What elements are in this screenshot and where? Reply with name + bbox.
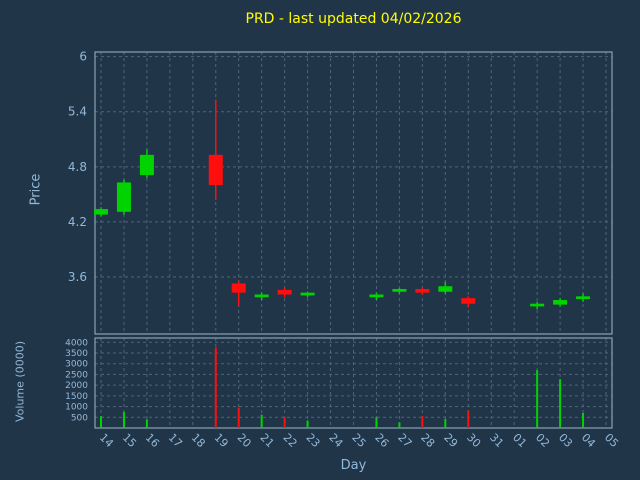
svg-text:24: 24 (326, 431, 345, 450)
candle-02 (530, 301, 545, 310)
svg-text:05: 05 (602, 431, 621, 450)
svg-text:02: 02 (533, 431, 552, 450)
volume-bars (100, 347, 585, 428)
volume-plot-border (94, 337, 613, 429)
svg-text:20: 20 (235, 431, 254, 450)
candle-21 (254, 292, 269, 301)
svg-text:2500: 2500 (65, 370, 88, 380)
svg-text:5.4: 5.4 (68, 105, 87, 119)
svg-text:4000: 4000 (65, 338, 88, 348)
svg-text:18: 18 (189, 431, 208, 450)
svg-text:1000: 1000 (65, 403, 88, 413)
svg-text:21: 21 (258, 431, 277, 450)
day-axis-label: Day (340, 458, 367, 473)
candles (94, 99, 591, 310)
svg-text:3000: 3000 (65, 360, 88, 370)
svg-text:23: 23 (303, 431, 322, 450)
candle-23 (300, 291, 315, 298)
svg-text:3500: 3500 (65, 349, 88, 359)
candle-22 (277, 288, 292, 298)
svg-text:04: 04 (579, 431, 598, 450)
svg-text:29: 29 (441, 431, 460, 450)
candle-04 (576, 293, 591, 302)
svg-text:28: 28 (418, 431, 437, 450)
candle-27 (392, 288, 407, 294)
svg-text:31: 31 (487, 431, 506, 450)
candle-29 (438, 281, 453, 294)
svg-text:16: 16 (143, 431, 162, 450)
svg-text:27: 27 (395, 431, 414, 450)
candle-14 (94, 207, 108, 217)
candle-20 (231, 280, 246, 306)
svg-text:15: 15 (120, 431, 139, 450)
grid (95, 52, 612, 428)
candle-03 (553, 298, 568, 307)
price-plot-border (94, 51, 613, 335)
svg-text:25: 25 (349, 431, 368, 450)
svg-text:22: 22 (281, 431, 300, 450)
candle-16 (139, 149, 154, 178)
candle-30 (461, 296, 476, 308)
svg-text:6: 6 (79, 50, 87, 64)
svg-text:4.8: 4.8 (68, 160, 87, 174)
candle-19 (208, 99, 223, 200)
candle-28 (415, 287, 430, 295)
svg-text:17: 17 (166, 431, 185, 450)
svg-text:14: 14 (97, 431, 116, 450)
svg-text:03: 03 (556, 431, 575, 450)
candle-26 (369, 292, 384, 301)
svg-text:500: 500 (71, 413, 88, 423)
svg-text:2000: 2000 (65, 381, 88, 391)
svg-text:1500: 1500 (65, 392, 88, 402)
svg-text:19: 19 (212, 431, 231, 450)
chart-title: PRD - last updated 04/02/2026 (245, 11, 462, 27)
svg-text:26: 26 (372, 431, 391, 450)
svg-text:3.6: 3.6 (68, 270, 87, 284)
svg-text:30: 30 (464, 431, 483, 450)
svg-text:01: 01 (510, 431, 529, 450)
svg-text:4.2: 4.2 (68, 215, 87, 229)
candle-15 (116, 179, 131, 215)
